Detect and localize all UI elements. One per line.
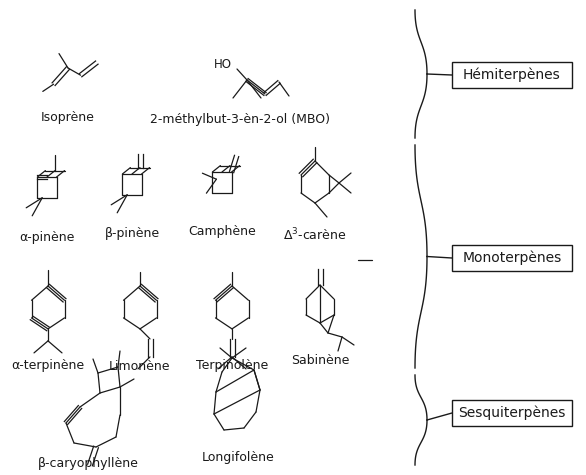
Text: Monoterpènes: Monoterpènes <box>462 251 561 265</box>
FancyBboxPatch shape <box>452 62 572 88</box>
FancyBboxPatch shape <box>452 400 572 426</box>
Text: β-pinène: β-pinène <box>104 228 159 240</box>
Text: α-pinène: α-pinène <box>19 230 74 244</box>
Text: Terpinolène: Terpinolène <box>196 360 268 372</box>
Text: β-caryophyllène: β-caryophyllène <box>38 456 138 469</box>
Text: Sabinène: Sabinène <box>291 354 349 368</box>
Text: Limonène: Limonène <box>109 360 171 372</box>
Text: Camphène: Camphène <box>188 226 256 238</box>
FancyBboxPatch shape <box>452 245 572 271</box>
Text: Isoprène: Isoprène <box>41 112 95 124</box>
Text: Hémiterpènes: Hémiterpènes <box>463 68 561 82</box>
Text: $\Delta^3$-carène: $\Delta^3$-carène <box>283 227 347 243</box>
Text: α-terpinène: α-terpinène <box>12 360 84 372</box>
Text: Sesquiterpènes: Sesquiterpènes <box>458 406 565 420</box>
Text: 2-méthylbut-3-èn-2-ol (MBO): 2-méthylbut-3-èn-2-ol (MBO) <box>150 114 330 126</box>
Text: Longifolène: Longifolène <box>202 452 274 465</box>
Text: HO: HO <box>214 58 232 72</box>
